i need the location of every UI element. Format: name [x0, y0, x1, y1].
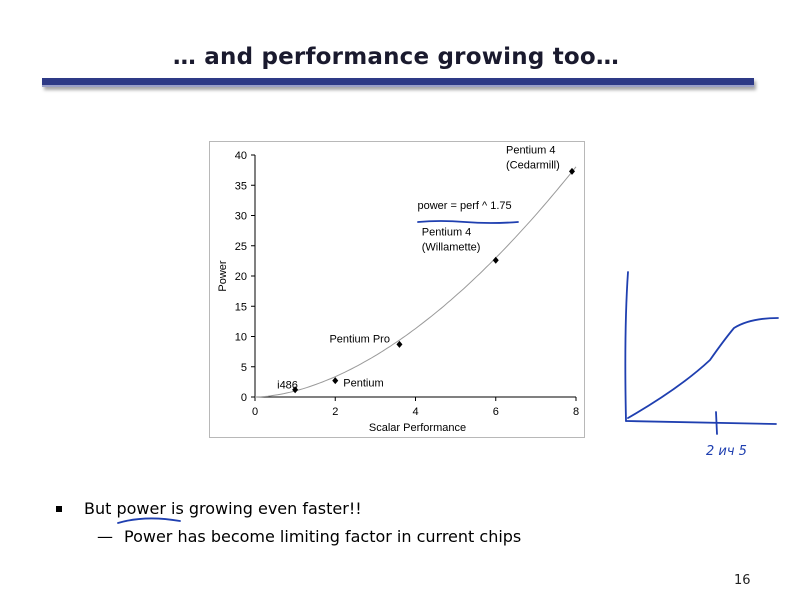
- point-label: Pentium Pro: [329, 333, 390, 345]
- data-point: [492, 256, 499, 264]
- bullet-square-icon: [56, 506, 62, 512]
- point-label-line: Pentium 4: [506, 144, 556, 156]
- y-tick-label: 40: [235, 150, 247, 162]
- trendline-label: power = perf ^ 1.75: [418, 200, 512, 212]
- point-label-line: Pentium: [343, 378, 383, 390]
- point-label-line: Pentium 4: [422, 226, 472, 238]
- y-tick-label: 15: [235, 301, 247, 313]
- ink-handwriting: 2 ич 5: [706, 444, 747, 459]
- sub-bullet-dash: —: [97, 527, 113, 546]
- ink-x-axis: [625, 420, 777, 425]
- slide-title: … and performance growing too…: [172, 44, 620, 70]
- point-label-line: (Cedarmill): [506, 159, 560, 171]
- y-tick-label: 5: [241, 362, 247, 374]
- x-tick-label: 0: [252, 406, 258, 418]
- title-underline: [42, 78, 754, 87]
- ink-tick: [715, 411, 718, 435]
- y-tick-label: 25: [235, 241, 247, 253]
- point-label: Pentium 4 (Cedarmill): [506, 144, 560, 171]
- data-point: [332, 377, 339, 385]
- point-label-line: i486: [277, 380, 298, 392]
- x-axis-label: Scalar Performance: [369, 422, 466, 434]
- chart-svg: 0 5 10 15 20 25 30 35 40 0 2 4 6 8 Scalar Performance P…: [217, 144, 579, 434]
- point-label: Pentium: [343, 378, 383, 390]
- x-tick-label: 2: [332, 406, 338, 418]
- data-point: [568, 167, 575, 175]
- page-number: 16: [734, 573, 751, 588]
- y-tick-label: 20: [235, 271, 247, 283]
- point-label-line: (Willamette): [422, 241, 481, 253]
- data-point: [396, 340, 403, 348]
- power-performance-chart: 0 5 10 15 20 25 30 35 40 0 2 4 6 8 Scalar Performance P…: [209, 141, 585, 438]
- y-tick-label: 10: [235, 332, 247, 344]
- y-tick-label: 0: [241, 392, 247, 404]
- point-label: i486: [277, 380, 298, 392]
- y-tick-label: 35: [235, 180, 247, 192]
- x-tick-label: 4: [412, 406, 418, 418]
- bullet-text: But power is growing even faster!!: [84, 499, 362, 518]
- sub-bullet-text: Power has become limiting factor in curr…: [124, 527, 522, 546]
- y-axis-label: Power: [217, 260, 229, 292]
- ink-curve: [627, 317, 779, 419]
- x-tick-label: 8: [573, 406, 579, 418]
- ink-y-axis: [624, 271, 629, 422]
- ink-underline-power: [117, 517, 181, 524]
- point-label-line: Pentium Pro: [329, 333, 390, 345]
- trendline: [254, 166, 577, 398]
- y-tick-label: 30: [235, 211, 247, 223]
- point-label: Pentium 4 (Willamette): [422, 226, 481, 253]
- x-tick-label: 6: [493, 406, 499, 418]
- data-point: [292, 386, 299, 394]
